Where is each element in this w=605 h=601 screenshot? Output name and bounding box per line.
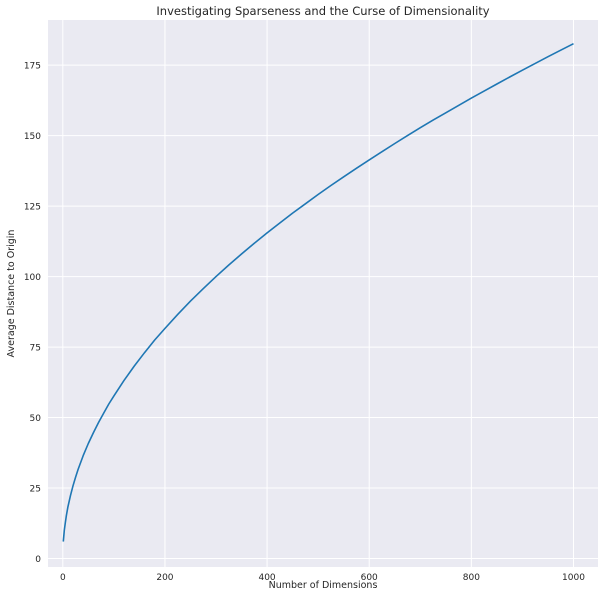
series-line [62, 42, 574, 542]
x-axis-label: Number of Dimensions [269, 580, 378, 591]
chart-title: Investigating Sparseness and the Curse o… [156, 4, 489, 18]
x-tick-label: 200 [156, 573, 173, 583]
y-tick-label: 75 [30, 344, 41, 354]
plot-background [48, 20, 598, 567]
tick-labels: 0 200 400 600 800 1000 0 25 50 75 100 125 150 175 [24, 62, 585, 583]
grid-lines [48, 20, 598, 567]
x-tick-label: 800 [463, 573, 480, 583]
y-tick-label: 150 [24, 132, 41, 142]
x-tick-label: 400 [258, 573, 275, 583]
y-tick-label: 125 [24, 203, 41, 213]
y-axis-label: Average Distance to Origin [6, 230, 17, 358]
y-tick-label: 0 [35, 555, 41, 565]
x-tick-label: 0 [60, 573, 66, 583]
y-tick-label: 50 [30, 414, 42, 424]
series-layer [62, 42, 574, 542]
y-tick-label: 100 [24, 273, 41, 283]
y-tick-label: 175 [24, 62, 41, 72]
x-tick-label: 600 [361, 573, 378, 583]
x-tick-label: 1000 [562, 573, 585, 583]
y-tick-label: 25 [30, 485, 41, 495]
